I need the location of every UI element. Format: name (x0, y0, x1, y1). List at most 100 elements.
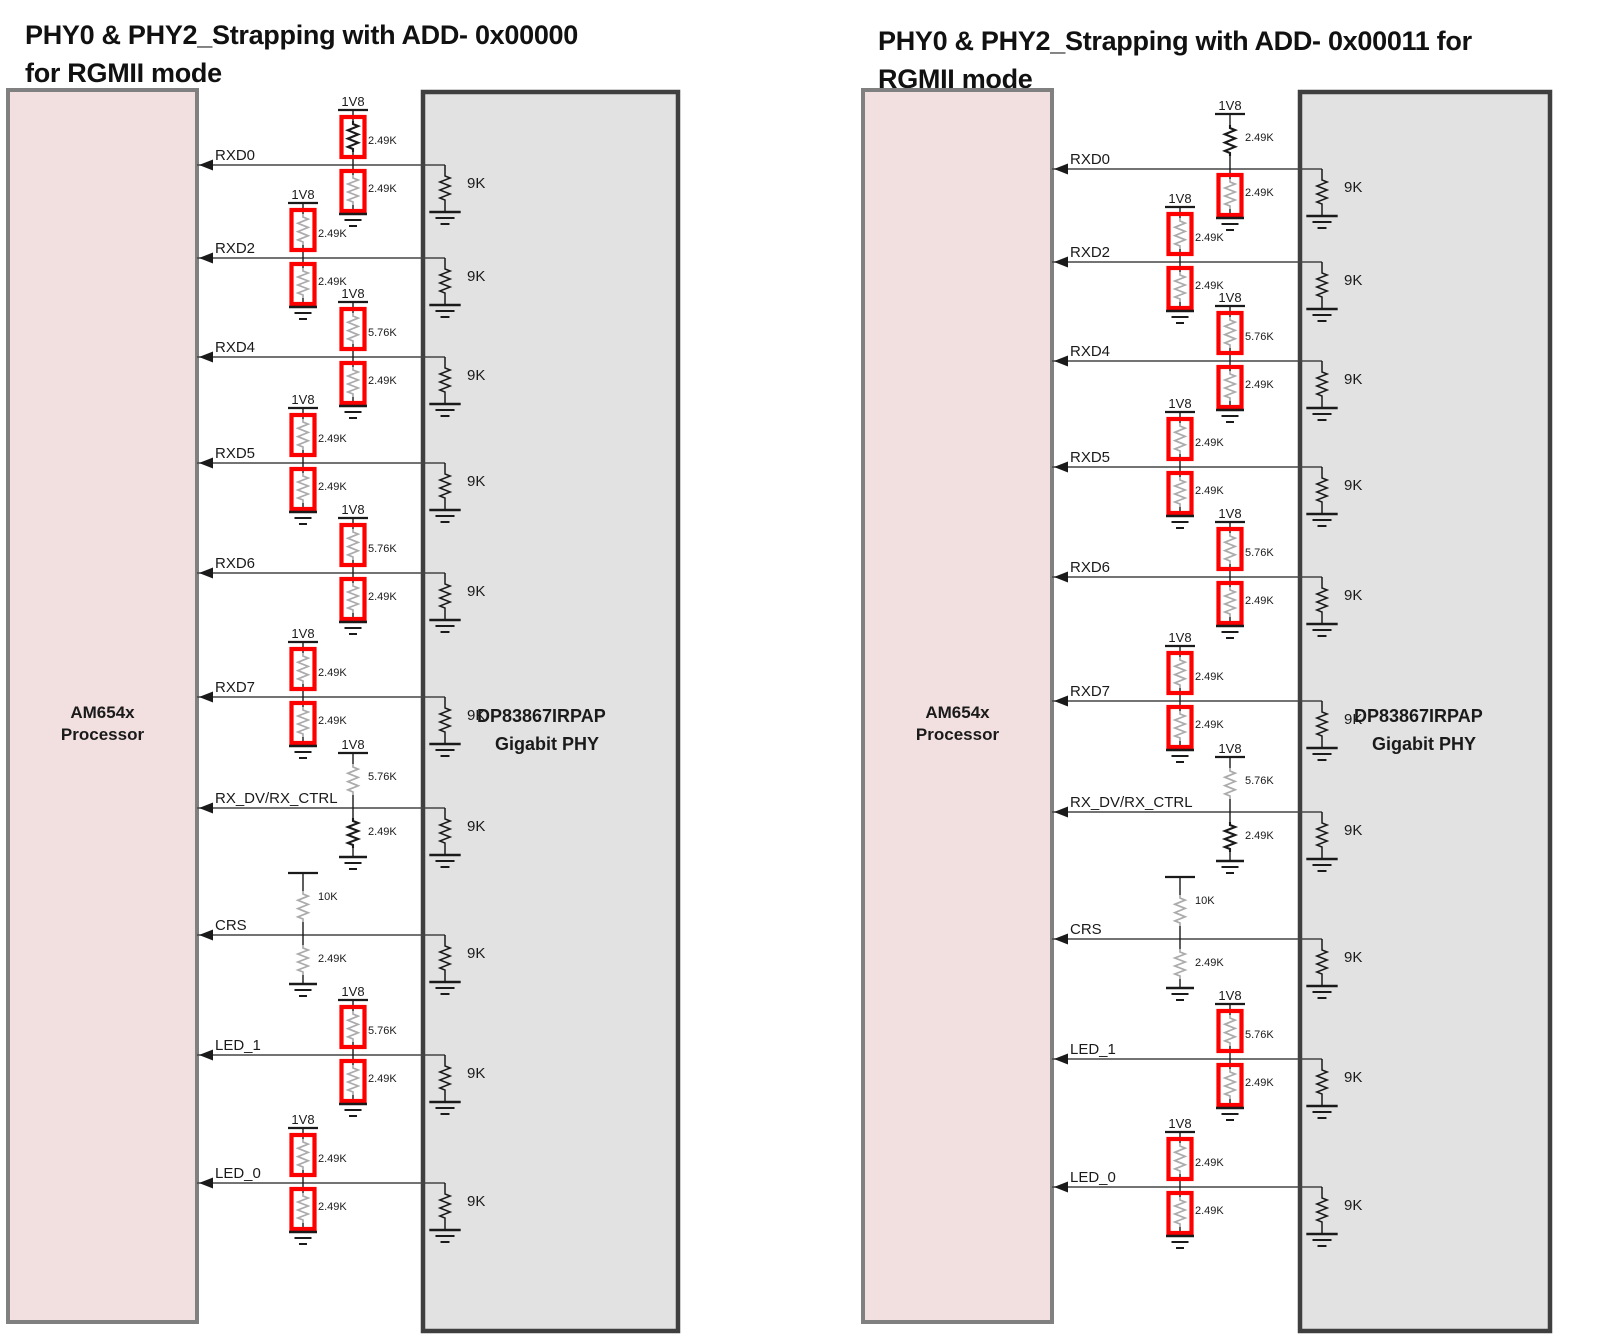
signal-label: RXD4 (215, 339, 255, 356)
signal-row-rxd6: RXD6 1V8 5.76K 2.49K 9K (1052, 506, 1362, 639)
pulldown-resistor (345, 1065, 361, 1095)
phy-pull-resistor (1314, 947, 1330, 977)
pulldown-resistor (1172, 1197, 1188, 1227)
phy-pull-value: 9K (1344, 371, 1362, 388)
strap-highlight-box (289, 700, 317, 746)
signal-row-rxd5: RXD5 1V8 2.49K 2.49K 9K (197, 392, 485, 525)
pullup-value: 2.49K (1195, 437, 1224, 449)
pulldown-resistor (344, 818, 362, 848)
strap-highlight-box (1166, 1190, 1194, 1236)
pulldown-resistor (1222, 587, 1238, 617)
pulldown-value: 2.49K (1245, 1077, 1274, 1089)
pullup-value: 2.49K (318, 1153, 347, 1165)
phy-pull-resistor (1314, 820, 1330, 850)
processor-label: AM654x (70, 703, 135, 722)
pullup-resistor (345, 529, 361, 560)
phy-pull-resistor (1314, 369, 1330, 399)
phy-label: Gigabit PHY (495, 734, 599, 754)
pulldown-resistor (345, 367, 361, 397)
rail-label: 1V8 (1218, 98, 1241, 113)
pullup-value: 5.76K (1245, 331, 1274, 343)
strap-highlight-box (289, 1186, 317, 1232)
signal-row-crs: CRS 10K 2.49K 9K (197, 871, 485, 997)
signal-label: RXD2 (215, 240, 255, 257)
phy-pull-resistor (1314, 1195, 1330, 1225)
pullup-resistor (345, 1011, 361, 1042)
phy-pull-resistor (437, 1191, 453, 1221)
title-line: for RGMII mode (25, 58, 222, 88)
phy-pull-resistor (1314, 1067, 1330, 1097)
pulldown-resistor (295, 473, 311, 503)
pulldown-resistor (1222, 1069, 1238, 1099)
pullup-value: 5.76K (368, 543, 397, 555)
pullup-value: 10K (318, 891, 338, 903)
phy-pull-value: 9K (467, 1065, 485, 1082)
pullup-resistor (1172, 218, 1188, 249)
phy-pull-value: 9K (467, 818, 485, 835)
pullup-resistor (345, 313, 361, 344)
strap-highlight-box (1166, 470, 1194, 516)
pulldown-resistor (1172, 477, 1188, 507)
signal-label: LED_1 (215, 1037, 261, 1054)
phy-pull-value: 9K (1344, 949, 1362, 966)
rail-label: 1V8 (1218, 741, 1241, 756)
phy-box (420, 89, 681, 1334)
signal-arrowhead (1054, 933, 1068, 945)
pulldown-value: 2.49K (318, 953, 347, 965)
rail-label: 1V8 (1218, 290, 1241, 305)
pullup-resistor (295, 419, 311, 450)
rail-label: 1V8 (1218, 506, 1241, 521)
signal-row-rxd0: RXD0 1V8 2.49K 2.49K 9K (1052, 98, 1362, 231)
rail-label: 1V8 (291, 187, 314, 202)
rail-label: 1V8 (341, 286, 364, 301)
strap-highlight-box (1216, 1062, 1244, 1108)
signal-label: RXD6 (215, 555, 255, 572)
pulldown-value: 2.49K (1245, 830, 1274, 842)
strap-highlight-box (1166, 416, 1194, 462)
phy-pull-resistor (437, 705, 453, 735)
phy-pull-resistor (437, 173, 453, 203)
signal-row-led-1: LED_1 1V8 5.76K 2.49K 9K (197, 984, 485, 1117)
signal-arrowhead (199, 1049, 213, 1061)
pullup-value: 2.49K (1195, 1157, 1224, 1169)
phy-pull-resistor (437, 816, 453, 846)
pullup-resistor (344, 121, 362, 152)
signal-row-rxd6: RXD6 1V8 5.76K 2.49K 9K (197, 502, 485, 635)
pullup-resistor (1172, 1143, 1188, 1174)
signal-label: RXD7 (1070, 683, 1110, 700)
pulldown-value: 2.49K (368, 375, 397, 387)
rail-label: 1V8 (291, 392, 314, 407)
pulldown-value: 2.49K (318, 481, 347, 493)
pulldown-resistor (1172, 272, 1188, 302)
strap-highlight-box (1166, 265, 1194, 311)
signal-label: LED_1 (1070, 1041, 1116, 1058)
pulldown-value: 2.49K (1245, 379, 1274, 391)
pullup-value: 2.49K (318, 228, 347, 240)
signal-arrowhead (1054, 1181, 1068, 1193)
pulldown-value: 2.49K (1195, 1205, 1224, 1217)
signal-row-crs: CRS 10K 2.49K 9K (1052, 875, 1362, 1001)
pulldown-value: 2.49K (318, 715, 347, 727)
processor-label: Processor (916, 725, 1000, 744)
pullup-value: 5.76K (368, 327, 397, 339)
phy-label: DP83867IRPAP (1354, 706, 1483, 726)
signal-row-rx-dv-rx-ctrl: RX_DV/RX_CTRL 1V8 5.76K 2.49K 9K (197, 737, 485, 870)
signal-label: RXD0 (215, 147, 255, 164)
phy-pull-value: 9K (467, 945, 485, 962)
signal-label: RXD5 (215, 445, 255, 462)
pulldown-value: 2.49K (318, 276, 347, 288)
pullup-value: 5.76K (368, 771, 397, 783)
pullup-value: 5.76K (1245, 775, 1274, 787)
rail-label: 1V8 (341, 502, 364, 517)
signal-label: RXD4 (1070, 343, 1110, 360)
phy-label: Gigabit PHY (1372, 734, 1476, 754)
pulldown-value: 2.49K (1245, 595, 1274, 607)
strap-highlight-box (289, 207, 317, 253)
pullup-value: 5.76K (1245, 547, 1274, 559)
signal-label: RXD0 (1070, 151, 1110, 168)
signal-arrowhead (1054, 1053, 1068, 1065)
pullup-value: 2.49K (318, 667, 347, 679)
pulldown-resistor (295, 707, 311, 737)
